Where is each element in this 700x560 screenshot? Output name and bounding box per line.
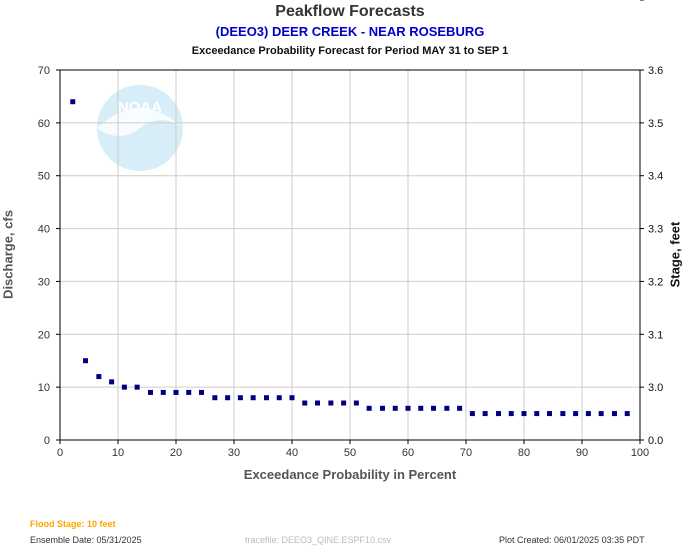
data-point xyxy=(534,411,540,417)
data-point xyxy=(495,411,501,417)
y-tick-label: 0 xyxy=(44,435,50,447)
y-tick-label: 20 xyxy=(38,329,50,341)
data-point xyxy=(585,411,591,417)
data-point xyxy=(186,389,192,395)
y-tick-label: 30 xyxy=(38,276,50,288)
data-point xyxy=(134,384,140,390)
data-point xyxy=(263,395,269,401)
data-point xyxy=(315,400,321,406)
data-point xyxy=(366,405,372,411)
data-point xyxy=(508,411,514,417)
plot-created-date: Plot Created: 06/01/2025 03:35 PDT xyxy=(499,535,645,545)
y-axis-ticks: 0 10 20 30 40 50 60 70 xyxy=(38,65,60,447)
data-point xyxy=(212,395,218,401)
x-tick-label: 10 xyxy=(112,447,124,459)
data-point xyxy=(109,379,115,385)
data-point xyxy=(237,395,243,401)
data-point xyxy=(199,389,205,395)
data-point xyxy=(405,405,411,411)
y-tick-label: 50 xyxy=(38,171,50,183)
data-point xyxy=(598,411,604,417)
data-point xyxy=(469,411,475,417)
data-point xyxy=(96,374,102,380)
x-tick-label: 0 xyxy=(57,447,63,459)
data-point xyxy=(431,405,437,411)
y-right-tick-label: 3.0 xyxy=(648,382,663,394)
x-tick-label: 80 xyxy=(518,447,530,459)
x-tick-label: 90 xyxy=(576,447,588,459)
x-tick-label: 40 xyxy=(286,447,298,459)
data-point xyxy=(147,389,153,395)
grid-lines xyxy=(60,70,640,440)
noaa-logo: NOAA xyxy=(97,85,183,171)
y-right-tick-label: 3.4 xyxy=(648,171,663,183)
data-point xyxy=(328,400,334,406)
tracefile-note: tracefile: DEEO3_QINE.ESPF10.csv xyxy=(245,535,392,545)
y-tick-label: 10 xyxy=(38,382,50,394)
data-point xyxy=(160,389,166,395)
data-point xyxy=(418,405,424,411)
data-point xyxy=(121,384,127,390)
flood-stage-note: Flood Stage: 10 feet xyxy=(30,519,116,529)
data-point xyxy=(379,405,385,411)
data-point xyxy=(482,411,488,417)
y-tick-label: 40 xyxy=(38,224,50,236)
y-right-axis-label: Stage, feet xyxy=(667,221,683,288)
x-tick-label: 30 xyxy=(228,447,240,459)
data-point xyxy=(444,405,450,411)
data-point xyxy=(70,99,76,105)
x-tick-label: 100 xyxy=(631,447,649,459)
data-point xyxy=(225,395,231,401)
x-tick-label: 70 xyxy=(460,447,472,459)
y-right-tick-label: 3.3 xyxy=(648,224,663,236)
y-right-tick-label: 3.7 xyxy=(648,0,663,3)
x-axis-label: Exceedance Probability in Percent xyxy=(243,467,457,482)
data-point xyxy=(276,395,282,401)
data-point xyxy=(341,400,347,406)
data-point xyxy=(289,395,295,401)
x-tick-label: 20 xyxy=(170,447,182,459)
data-point xyxy=(521,411,527,417)
x-tick-label: 60 xyxy=(402,447,414,459)
y-right-tick-label: 0.0 xyxy=(648,435,663,447)
y-right-tick-label: 3.2 xyxy=(648,276,663,288)
y-right-tick-label: 3.6 xyxy=(648,65,663,77)
y-right-axis-ticks: 0.0 3.0 3.1 3.2 3.3 3.4 3.5 3.6 3.7 xyxy=(640,0,663,447)
y-axis-label: Discharge, cfs xyxy=(0,210,16,299)
chart-subtitle: (DEEO3) DEER CREEK - NEAR ROSEBURG xyxy=(215,24,485,39)
ensemble-date: Ensemble Date: 05/31/2025 xyxy=(30,535,142,545)
data-point xyxy=(611,411,617,417)
data-point xyxy=(560,411,566,417)
data-point xyxy=(392,405,398,411)
data-point xyxy=(83,358,89,364)
y-right-tick-label: 3.5 xyxy=(648,118,663,130)
data-point xyxy=(573,411,579,417)
data-point xyxy=(457,405,463,411)
x-axis-ticks: 0 10 20 30 40 50 60 70 80 90 100 xyxy=(57,440,649,459)
data-points xyxy=(70,99,630,417)
noaa-logo-text: NOAA xyxy=(118,99,162,116)
y-tick-label: 70 xyxy=(38,65,50,77)
y-right-tick-label: 3.1 xyxy=(648,329,663,341)
forecast-period-label: Exceedance Probability Forecast for Peri… xyxy=(191,45,509,57)
data-point xyxy=(624,411,630,417)
chart-title: Peakflow Forecasts xyxy=(275,3,425,20)
data-point xyxy=(173,389,179,395)
data-point xyxy=(547,411,553,417)
data-point xyxy=(353,400,359,406)
x-tick-label: 50 xyxy=(344,447,356,459)
data-point xyxy=(250,395,256,401)
y-tick-label: 60 xyxy=(38,118,50,130)
data-point xyxy=(302,400,308,406)
